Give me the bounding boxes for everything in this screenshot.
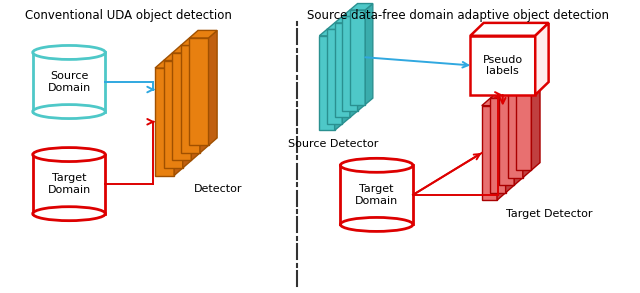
Ellipse shape (33, 45, 106, 59)
Polygon shape (516, 68, 540, 76)
Polygon shape (319, 29, 342, 36)
Bar (319, 36, 335, 130)
Polygon shape (497, 98, 506, 200)
Bar (181, 45, 200, 153)
Text: Pseudo
labels: Pseudo labels (483, 54, 523, 76)
Polygon shape (335, 29, 342, 130)
Text: Source Detector: Source Detector (289, 139, 379, 149)
Bar (164, 61, 183, 168)
Bar (172, 53, 191, 161)
Polygon shape (358, 10, 365, 111)
Bar (33, 52, 106, 112)
Polygon shape (508, 76, 531, 83)
Polygon shape (327, 23, 350, 29)
Ellipse shape (33, 207, 106, 221)
Ellipse shape (33, 105, 106, 119)
Text: Source
Domain: Source Domain (47, 71, 91, 93)
Polygon shape (470, 23, 548, 36)
Bar (508, 83, 523, 178)
Polygon shape (155, 61, 183, 68)
Polygon shape (350, 16, 358, 117)
Polygon shape (183, 53, 191, 168)
Text: Conventional UDA object detection: Conventional UDA object detection (25, 9, 232, 22)
Bar (335, 23, 350, 117)
Bar (482, 106, 497, 200)
Text: Source data-free domain adaptive object detection: Source data-free domain adaptive object … (307, 9, 609, 22)
Bar (490, 98, 506, 193)
Polygon shape (164, 53, 191, 61)
Polygon shape (342, 23, 350, 124)
Text: Target
Domain: Target Domain (355, 184, 398, 206)
Polygon shape (365, 4, 373, 105)
Text: Detector: Detector (194, 184, 243, 194)
Bar (189, 38, 209, 145)
Bar (327, 29, 342, 124)
Bar (350, 10, 365, 105)
Bar (342, 16, 358, 111)
Polygon shape (499, 83, 523, 91)
Bar (499, 91, 514, 185)
Polygon shape (189, 30, 217, 38)
Polygon shape (191, 45, 200, 161)
Text: Target Detector: Target Detector (506, 209, 593, 219)
Polygon shape (514, 83, 523, 185)
Ellipse shape (340, 158, 413, 172)
Polygon shape (181, 38, 209, 45)
Bar (470, 36, 535, 95)
Bar (33, 155, 106, 214)
Polygon shape (209, 30, 217, 145)
Polygon shape (200, 38, 209, 153)
Polygon shape (172, 45, 200, 53)
Polygon shape (342, 10, 365, 16)
Bar (516, 76, 531, 170)
Polygon shape (335, 16, 358, 23)
Bar (155, 68, 174, 176)
Polygon shape (531, 68, 540, 170)
Polygon shape (523, 76, 531, 178)
Polygon shape (490, 91, 514, 98)
Ellipse shape (340, 217, 413, 231)
Polygon shape (350, 4, 373, 10)
Polygon shape (506, 91, 514, 193)
Polygon shape (482, 98, 506, 106)
Polygon shape (535, 23, 548, 95)
Polygon shape (174, 61, 183, 176)
Text: Target
Domain: Target Domain (47, 173, 91, 195)
Bar (340, 165, 413, 224)
Ellipse shape (33, 148, 106, 161)
